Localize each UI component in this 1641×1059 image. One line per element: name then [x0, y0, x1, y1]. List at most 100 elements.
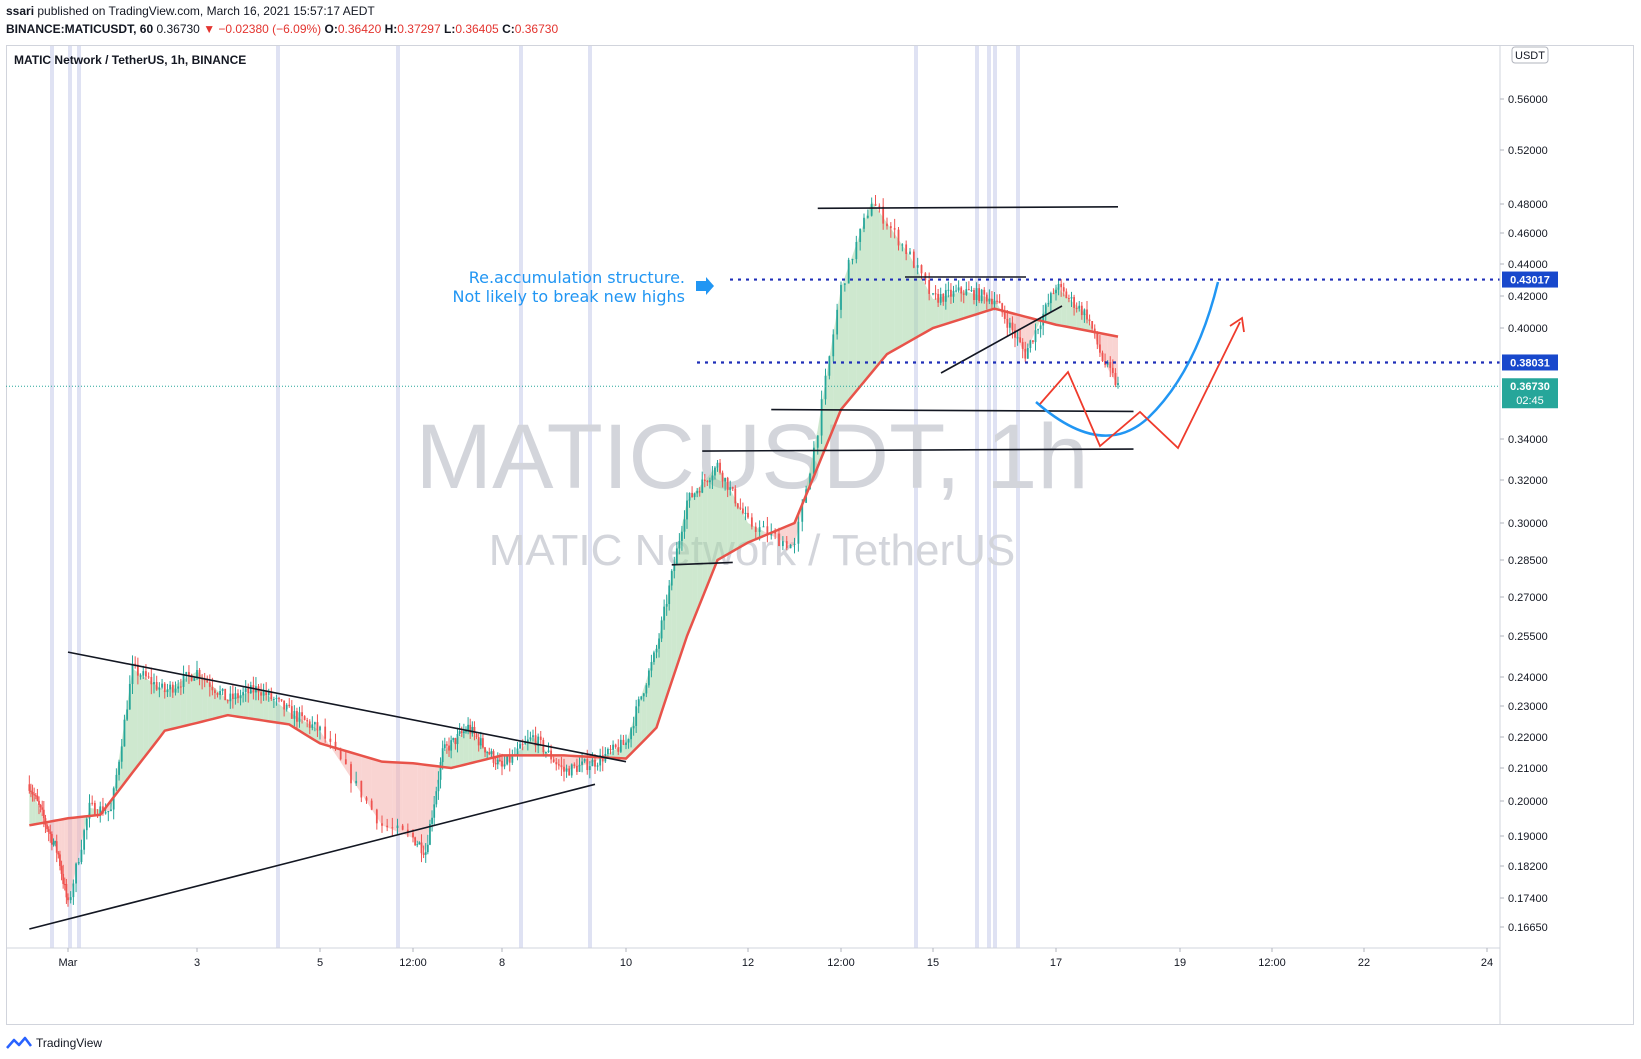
candle-body [477, 737, 480, 746]
candle-body [698, 490, 701, 493]
candle-body [578, 764, 581, 772]
candle-body [1024, 348, 1027, 359]
ema-cloud-segment [661, 600, 667, 712]
candle-body [110, 809, 112, 812]
candle-body [306, 720, 309, 722]
ema-cloud-segment [392, 762, 403, 834]
ema-cloud-segment [1030, 318, 1036, 343]
footer-brand[interactable]: TradingView [36, 1036, 103, 1050]
candle-body [188, 672, 190, 676]
y-tick-label: 0.28500 [1508, 555, 1548, 567]
candle-body [920, 265, 923, 274]
candle-body [581, 761, 583, 765]
candle-body [711, 475, 714, 481]
candle-body [797, 521, 800, 544]
candle-body [1014, 330, 1016, 338]
candle-body [897, 229, 900, 246]
candle-body [260, 692, 262, 696]
ema-cloud-segment [786, 523, 795, 548]
candle-body [824, 375, 827, 400]
ema-cloud-segment [212, 685, 218, 720]
candle-body [870, 203, 873, 216]
candle-body [85, 818, 88, 831]
y-tick-label: 0.20000 [1508, 796, 1548, 808]
candle-body [242, 692, 245, 696]
candle-body [766, 526, 769, 536]
y-tick-label: 0.44000 [1508, 259, 1548, 271]
session-band [68, 46, 72, 948]
candle-body [1060, 283, 1063, 288]
ema-cloud-segment [451, 740, 456, 768]
candle-body [955, 290, 957, 292]
candle-body [249, 685, 252, 694]
candle-body [28, 784, 31, 791]
candle-body [142, 671, 145, 676]
candle-body [975, 288, 978, 300]
ema-cloud-segment [268, 696, 274, 723]
candle-body [928, 280, 931, 294]
candle-body [612, 744, 614, 750]
candle-body [962, 293, 965, 295]
candle-body [681, 531, 683, 541]
candle-body [547, 750, 550, 753]
ema-cloud-segment [1112, 335, 1118, 387]
candle-body [675, 548, 678, 565]
open-label: O: [324, 22, 338, 36]
candle-body [607, 748, 609, 754]
ema-cloud-segment [273, 700, 279, 723]
candle-body [640, 696, 643, 700]
candle-body [632, 725, 635, 729]
ohlc-line: BINANCE:MATICUSDT, 60 0.36730 ▼ −0.02380… [6, 22, 558, 36]
candle-body [275, 697, 278, 700]
candle-body [555, 762, 558, 765]
session-band [975, 46, 979, 948]
support-line-2 [702, 448, 1134, 452]
candle-body [614, 744, 617, 748]
candle-body [311, 724, 314, 728]
ema-cloud-segment [712, 465, 718, 573]
x-tick-label: 12:00 [827, 957, 855, 969]
ema-cloud-segment [1035, 319, 1041, 332]
candle-body [272, 699, 275, 701]
ema-cloud-segment [702, 477, 708, 599]
candle-body [334, 741, 337, 750]
candle-body [816, 435, 819, 448]
y-tick-label: 0.42000 [1508, 291, 1548, 303]
candle-body [673, 564, 676, 571]
ema-cloud-segment [656, 625, 662, 728]
candle-body [298, 712, 301, 722]
triangle-upper-line [67, 651, 627, 763]
candle-body [609, 748, 612, 750]
session-band [1016, 46, 1020, 948]
candle-body [1091, 321, 1094, 329]
ema-cloud-segment [968, 292, 974, 317]
y-tick-label: 0.18200 [1508, 861, 1548, 873]
candle-body [785, 541, 788, 549]
ema-cloud-segment [666, 576, 672, 697]
candle-body [59, 854, 61, 866]
candle-body [1019, 337, 1022, 343]
candle-body [1065, 291, 1068, 299]
author-name[interactable]: ssari [6, 4, 35, 18]
candle-body [534, 735, 537, 746]
ema-cloud-segment [258, 688, 264, 721]
candle-body [237, 693, 239, 699]
candle-body [33, 794, 36, 796]
candle-body [688, 492, 691, 501]
ema-cloud-segment [289, 712, 295, 728]
candle-body [473, 726, 476, 735]
ema-cloud-segment [697, 483, 703, 611]
ema-cloud-segment [933, 297, 939, 328]
currency-badge-box[interactable] [1511, 46, 1549, 64]
candle-body [586, 759, 589, 771]
ema-cloud-segment [1066, 296, 1072, 328]
candle-body [627, 739, 630, 743]
candle-body [886, 223, 888, 227]
candle-body [960, 287, 963, 294]
candle-body [1073, 297, 1075, 308]
ema-cloud-segment [671, 551, 677, 682]
candle-body [75, 863, 77, 884]
session-band [993, 46, 997, 948]
symbol-line: BINANCE:MATICUSDT, 60 [6, 22, 154, 36]
